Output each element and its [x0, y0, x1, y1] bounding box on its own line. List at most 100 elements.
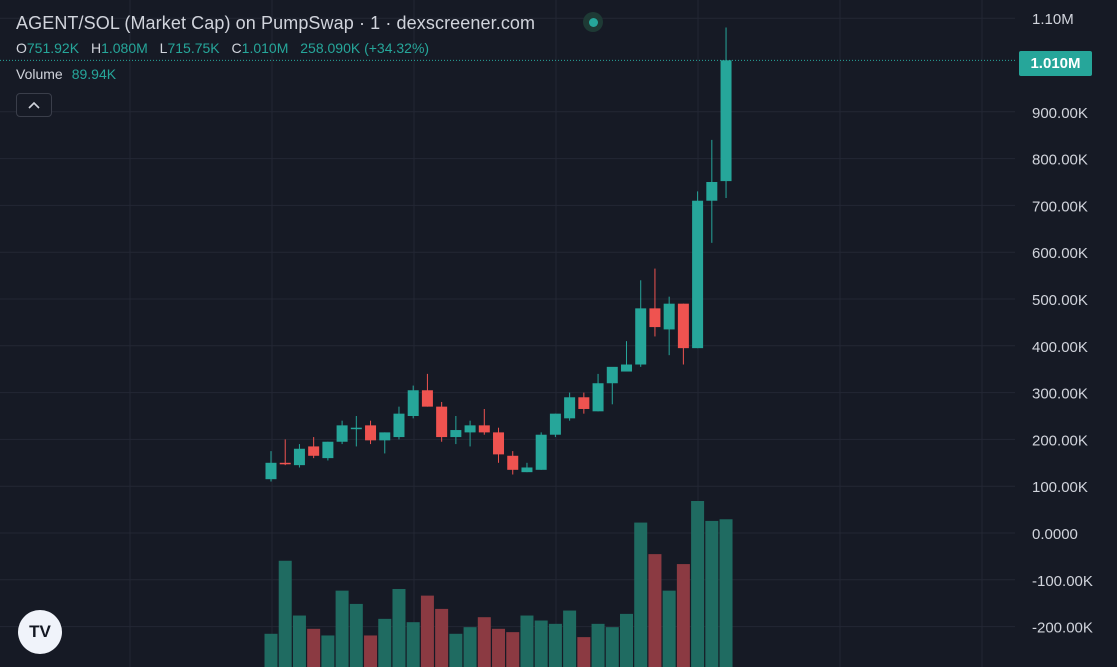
candle-body: [592, 383, 604, 412]
candle: [322, 441, 334, 461]
price-axis-tick: 200.00K: [1032, 432, 1088, 449]
candle: [464, 420, 476, 447]
tradingview-logo[interactable]: TV: [18, 610, 62, 654]
candle: [350, 416, 362, 447]
candle-body: [606, 366, 618, 384]
price-axis-tick: 1.10M: [1032, 11, 1074, 28]
candle-body: [265, 462, 277, 480]
volume-bar: [492, 628, 506, 667]
price-axis-tick: 500.00K: [1032, 292, 1088, 309]
candle: [450, 416, 462, 445]
candle: [663, 296, 675, 356]
volume-bar: [648, 554, 662, 667]
candle: [649, 268, 661, 337]
volume-bar: [719, 519, 733, 667]
candle: [336, 420, 348, 445]
price-axis: 1.10M 900.00K 800.00K 700.00K 600.00K 500.00K…: [1032, 11, 1093, 636]
chevron-up-icon: [28, 101, 40, 109]
candle: [606, 366, 618, 405]
price-axis-tick: 900.00K: [1032, 105, 1088, 122]
volume-bar: [392, 588, 406, 667]
candle-body: [450, 430, 462, 438]
price-axis-tick: 400.00K: [1032, 339, 1088, 356]
volume-bar: [620, 613, 633, 667]
candle-body: [365, 425, 377, 441]
volume-bar: [662, 590, 676, 667]
volume-bars: [264, 501, 733, 667]
candle: [621, 341, 632, 372]
volume-bar: [349, 603, 363, 667]
candle: [279, 439, 291, 466]
candle-body: [706, 182, 718, 201]
volume-bar: [420, 595, 434, 667]
candle-body: [464, 425, 476, 433]
volume-bar: [534, 620, 548, 667]
volume-bar: [292, 615, 306, 667]
candle: [706, 139, 718, 243]
candle-body: [350, 427, 362, 430]
volume-bar: [307, 628, 321, 667]
candlesticks: [265, 27, 732, 482]
volume-bar: [506, 632, 520, 667]
volume-bar: [278, 560, 292, 667]
candle: [421, 373, 433, 407]
candle: [436, 401, 448, 442]
candle-body: [621, 364, 632, 372]
volume-bar: [563, 610, 577, 667]
candle: [493, 427, 505, 463]
candle-body: [407, 390, 419, 416]
candle: [365, 420, 377, 445]
candle-body: [293, 448, 305, 466]
candle-body: [649, 308, 661, 328]
volume-bar: [463, 627, 477, 667]
volume-bar: [705, 520, 719, 667]
candle: [521, 462, 533, 473]
candle: [635, 280, 647, 367]
candle-body: [478, 425, 490, 433]
candle: [293, 444, 305, 468]
price-axis-tick: 100.00K: [1032, 479, 1088, 496]
candle: [564, 392, 576, 421]
candle-body: [677, 303, 689, 349]
price-axis-tick: 300.00K: [1032, 386, 1088, 403]
candle-body: [564, 397, 576, 419]
price-axis-tick: 600.00K: [1032, 245, 1088, 262]
volume-bar: [477, 617, 491, 667]
candle-body: [493, 432, 505, 455]
candle-body: [720, 60, 732, 182]
candle: [379, 432, 391, 454]
candle-body: [578, 397, 590, 409]
volume-bar: [676, 564, 690, 667]
volume-bar: [605, 627, 619, 667]
price-axis-tick: 0.0000: [1032, 526, 1078, 543]
candle-body: [308, 446, 320, 456]
candle-body: [336, 425, 348, 442]
candle-body: [279, 462, 291, 465]
candle: [592, 373, 604, 412]
volume-bar: [634, 522, 648, 667]
volume-bar: [548, 623, 562, 667]
candle: [308, 437, 320, 459]
candle: [692, 191, 704, 349]
candle-body: [322, 441, 334, 459]
candle: [549, 413, 561, 438]
candle-body: [379, 432, 391, 441]
candle-body: [436, 406, 448, 438]
candle: [535, 432, 547, 470]
candle-body: [549, 413, 561, 435]
candle-body: [663, 303, 675, 330]
collapse-legend-button[interactable]: [16, 93, 52, 117]
price-axis-tick: -200.00K: [1032, 620, 1093, 637]
candle: [507, 451, 519, 475]
volume-bar: [406, 622, 420, 667]
candle: [478, 408, 490, 435]
candle-body: [507, 455, 519, 470]
chart-grid: [0, 0, 1015, 667]
candle-body: [521, 467, 533, 473]
candle: [720, 27, 732, 199]
volume-bar: [321, 635, 335, 667]
volume-bar: [591, 623, 605, 667]
volume-bar: [378, 618, 392, 667]
candle-body: [692, 200, 704, 349]
